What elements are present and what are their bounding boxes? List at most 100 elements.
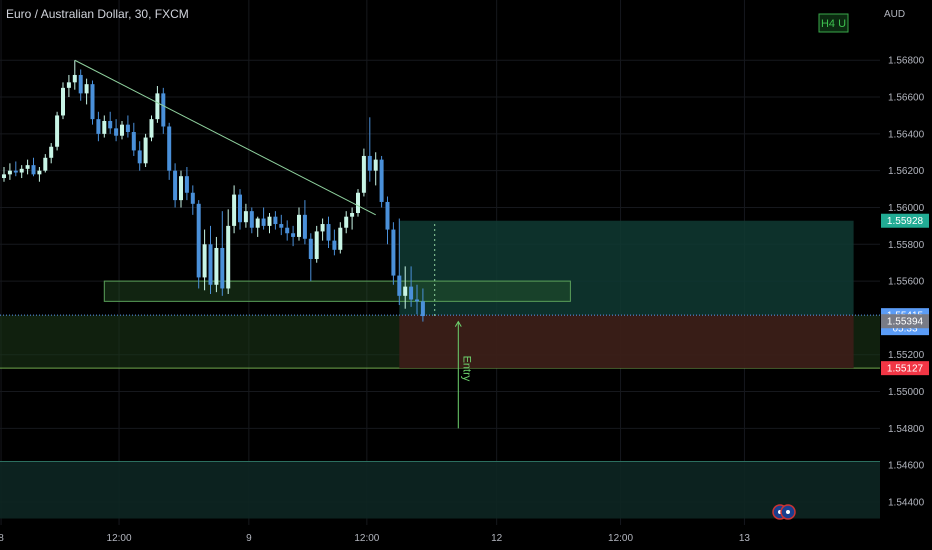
candle[interactable] bbox=[255, 216, 260, 237]
candle[interactable] bbox=[90, 80, 95, 125]
candle[interactable] bbox=[55, 111, 60, 151]
candle[interactable] bbox=[179, 170, 183, 208]
candle-body bbox=[302, 214, 307, 239]
candle[interactable] bbox=[102, 115, 107, 138]
candle[interactable] bbox=[415, 284, 419, 315]
candle[interactable] bbox=[320, 218, 325, 241]
candle[interactable] bbox=[243, 203, 248, 228]
candle-body bbox=[373, 159, 378, 171]
candle[interactable] bbox=[143, 133, 148, 167]
candle[interactable] bbox=[137, 141, 142, 171]
candles[interactable] bbox=[2, 60, 425, 322]
candle[interactable] bbox=[344, 211, 349, 234]
candle[interactable] bbox=[367, 117, 372, 182]
candle[interactable] bbox=[356, 189, 360, 217]
candle[interactable] bbox=[37, 166, 42, 182]
price-tick-label: 1.56400 bbox=[888, 129, 925, 140]
candle[interactable] bbox=[397, 218, 402, 306]
candle-body bbox=[214, 247, 219, 285]
candle[interactable] bbox=[96, 111, 101, 142]
candle[interactable] bbox=[279, 214, 284, 236]
candle[interactable] bbox=[226, 209, 231, 294]
candle[interactable] bbox=[302, 200, 307, 245]
candle-body bbox=[261, 218, 266, 226]
candle[interactable] bbox=[120, 120, 124, 140]
time-axis[interactable]: 8 12:00 9 12:00 12 12:00 13 bbox=[0, 525, 932, 550]
resistance-box[interactable] bbox=[103, 280, 571, 302]
candle[interactable] bbox=[167, 122, 172, 180]
candle-body bbox=[131, 132, 136, 151]
candle[interactable] bbox=[161, 87, 166, 134]
candle[interactable] bbox=[232, 185, 237, 234]
candle[interactable] bbox=[338, 222, 343, 254]
candle-body bbox=[120, 124, 124, 136]
candle[interactable] bbox=[379, 155, 384, 208]
candle-body bbox=[66, 82, 71, 88]
candle-body bbox=[243, 211, 248, 223]
candle[interactable] bbox=[409, 266, 414, 307]
candle[interactable] bbox=[420, 288, 425, 322]
candle[interactable] bbox=[385, 196, 390, 245]
candle[interactable] bbox=[2, 166, 6, 182]
candle[interactable] bbox=[173, 163, 178, 208]
candle[interactable] bbox=[326, 216, 331, 248]
candle[interactable] bbox=[314, 225, 319, 263]
symbol-title[interactable]: Euro / Australian Dollar, 30, FXCM bbox=[6, 7, 189, 21]
candle[interactable] bbox=[403, 266, 408, 309]
candle[interactable] bbox=[184, 166, 189, 201]
candle[interactable] bbox=[285, 220, 290, 241]
candle[interactable] bbox=[49, 143, 54, 164]
candle-body bbox=[161, 93, 166, 127]
candle[interactable] bbox=[125, 115, 130, 138]
candle[interactable] bbox=[78, 69, 83, 101]
candle[interactable] bbox=[61, 82, 65, 120]
candle-body bbox=[37, 170, 42, 175]
candle-body bbox=[167, 126, 172, 171]
candle[interactable] bbox=[332, 229, 337, 256]
candle-body bbox=[338, 227, 343, 250]
candle[interactable] bbox=[249, 207, 254, 234]
candle[interactable] bbox=[190, 185, 195, 215]
price-axis[interactable]: AUD 1.56800 1.56600 1.56400 1.56200 1.56000 1… bbox=[884, 9, 925, 508]
candle[interactable] bbox=[72, 60, 77, 90]
price-tick-label: 1.55200 bbox=[888, 350, 925, 361]
candle-body bbox=[397, 275, 402, 296]
candle[interactable] bbox=[208, 225, 213, 294]
candle[interactable] bbox=[19, 165, 24, 179]
candle[interactable] bbox=[108, 111, 113, 134]
candle-body bbox=[7, 170, 12, 175]
candle[interactable] bbox=[149, 115, 154, 142]
candle-body bbox=[291, 233, 296, 237]
candle[interactable] bbox=[196, 200, 201, 289]
candle[interactable] bbox=[273, 211, 278, 230]
candle[interactable] bbox=[114, 119, 119, 142]
candle[interactable] bbox=[214, 236, 219, 293]
candle[interactable] bbox=[297, 207, 301, 241]
candle[interactable] bbox=[202, 229, 207, 291]
timeframe-badge[interactable] bbox=[818, 13, 849, 33]
candle[interactable] bbox=[291, 225, 296, 247]
candle[interactable] bbox=[155, 86, 160, 123]
candle[interactable] bbox=[391, 222, 396, 285]
candle[interactable] bbox=[238, 189, 242, 230]
candle[interactable] bbox=[66, 74, 71, 98]
candle[interactable] bbox=[43, 154, 48, 173]
candle[interactable] bbox=[261, 207, 266, 230]
candle[interactable] bbox=[373, 152, 378, 186]
candle[interactable] bbox=[25, 159, 30, 175]
candle[interactable] bbox=[350, 207, 355, 230]
trend-line[interactable] bbox=[74, 59, 376, 216]
candle[interactable] bbox=[31, 157, 36, 177]
candle[interactable] bbox=[267, 213, 272, 234]
currency-label: AUD bbox=[884, 9, 905, 20]
candle[interactable] bbox=[220, 211, 225, 296]
candle[interactable] bbox=[84, 78, 89, 105]
candle[interactable] bbox=[308, 233, 313, 282]
candle[interactable] bbox=[13, 161, 18, 177]
candle[interactable] bbox=[361, 148, 366, 197]
candle[interactable] bbox=[7, 163, 12, 180]
flag-icon-aud[interactable] bbox=[780, 504, 796, 520]
candle[interactable] bbox=[131, 122, 136, 156]
